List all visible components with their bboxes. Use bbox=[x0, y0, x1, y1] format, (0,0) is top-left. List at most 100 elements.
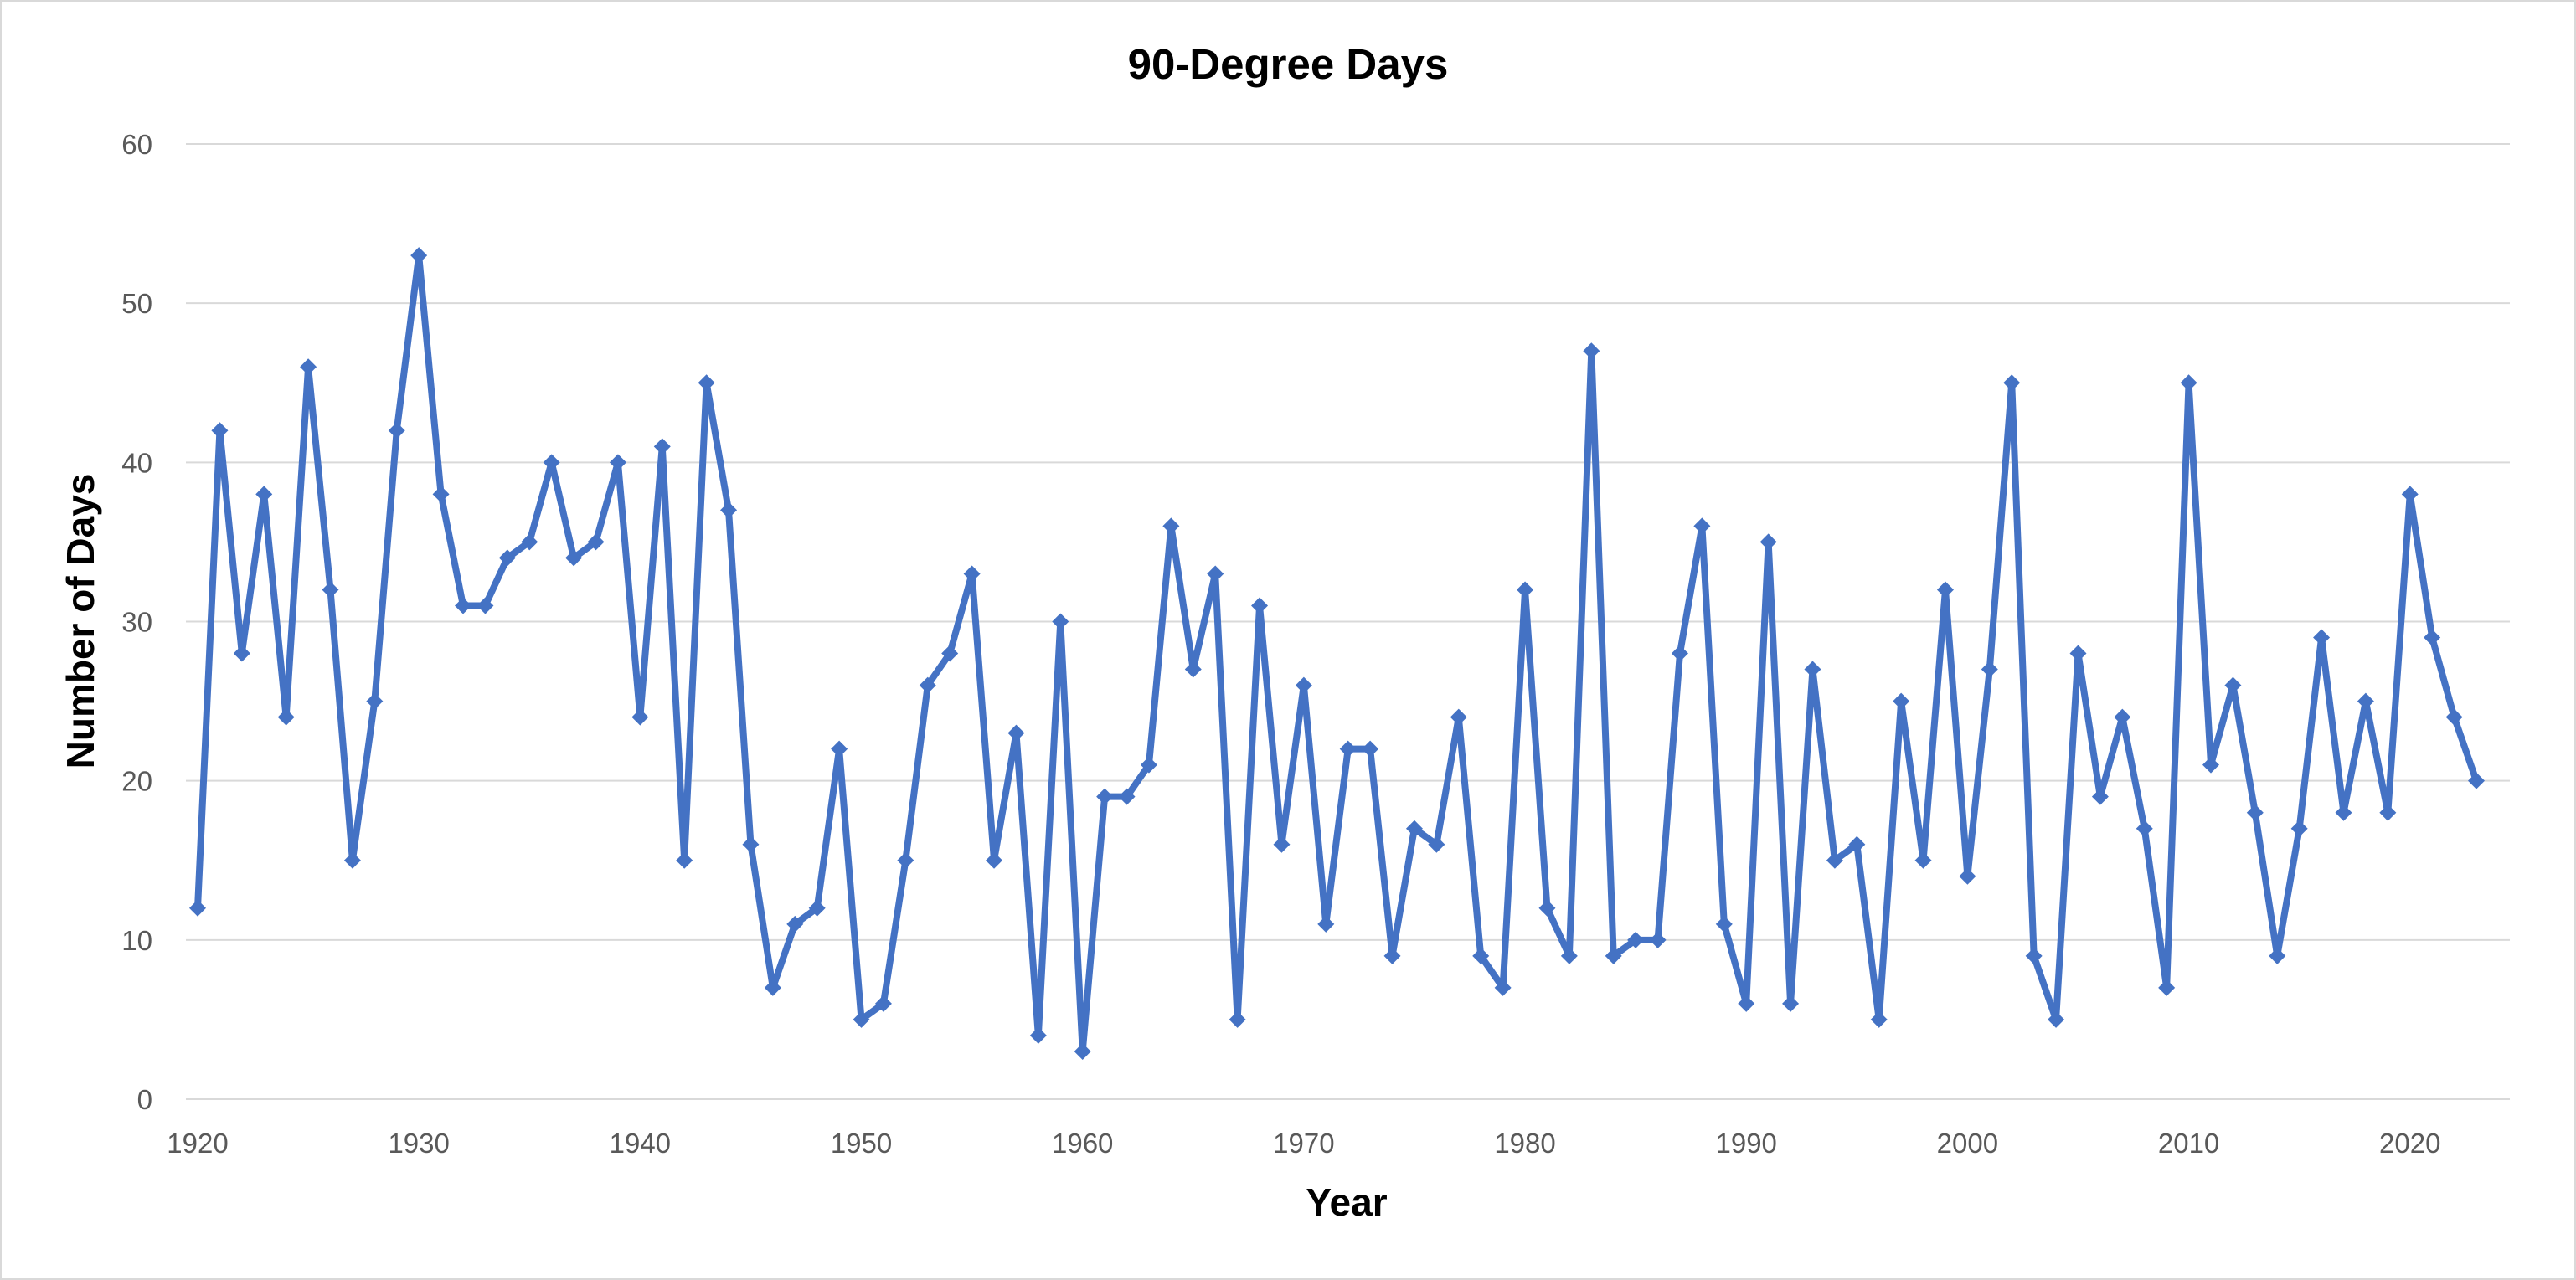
data-point-1966 bbox=[1207, 565, 1224, 583]
data-point-1986 bbox=[1649, 931, 1667, 948]
data-point-1940 bbox=[631, 708, 649, 726]
data-point-1974 bbox=[1383, 947, 1401, 964]
y-tick-label: 10 bbox=[121, 925, 152, 956]
data-point-1934 bbox=[498, 549, 516, 567]
data-point-1946 bbox=[764, 979, 781, 996]
data-point-2010 bbox=[2180, 374, 2197, 392]
data-point-1928 bbox=[366, 692, 384, 710]
y-tick-label: 50 bbox=[121, 288, 152, 319]
data-point-2016 bbox=[2313, 629, 2331, 646]
data-point-1922 bbox=[233, 645, 250, 662]
data-point-1995 bbox=[1848, 835, 1866, 853]
y-tick-label: 60 bbox=[121, 129, 152, 160]
x-tick-label: 1920 bbox=[167, 1128, 228, 1159]
data-point-2002 bbox=[2003, 374, 2021, 392]
data-point-2023 bbox=[2468, 772, 2485, 789]
data-point-1980 bbox=[1517, 581, 1534, 599]
data-point-1977 bbox=[1450, 708, 1467, 726]
data-point-1954 bbox=[941, 645, 959, 662]
data-point-1951 bbox=[874, 995, 892, 1012]
data-point-1937 bbox=[565, 549, 583, 567]
data-point-1981 bbox=[1538, 899, 1556, 917]
data-point-1930 bbox=[410, 247, 428, 265]
data-point-2020 bbox=[2401, 486, 2419, 503]
data-point-1961 bbox=[1096, 788, 1114, 805]
data-point-2005 bbox=[2069, 645, 2087, 662]
data-point-1949 bbox=[831, 740, 848, 758]
data-point-2022 bbox=[2445, 708, 2463, 726]
data-point-1971 bbox=[1317, 915, 1335, 933]
data-point-2015 bbox=[2290, 820, 2308, 837]
data-point-1935 bbox=[521, 533, 538, 551]
x-tick-label: 1940 bbox=[610, 1128, 671, 1159]
data-point-1932 bbox=[455, 597, 472, 614]
data-point-2006 bbox=[2091, 788, 2109, 805]
data-point-1921 bbox=[211, 422, 229, 440]
data-point-1991 bbox=[1759, 533, 1777, 551]
data-point-2008 bbox=[2136, 820, 2153, 837]
data-point-2014 bbox=[2269, 947, 2286, 964]
data-point-1970 bbox=[1295, 676, 1312, 694]
x-tick-label: 2000 bbox=[1937, 1128, 1998, 1159]
data-point-1955 bbox=[963, 565, 981, 583]
y-axis-title: Number of Days bbox=[59, 474, 102, 769]
data-point-2000 bbox=[1959, 867, 1976, 885]
data-point-2013 bbox=[2246, 804, 2264, 821]
data-point-1925 bbox=[300, 358, 317, 376]
data-point-1985 bbox=[1627, 931, 1645, 948]
data-point-1996 bbox=[1870, 1010, 1888, 1028]
x-axis-title: Year bbox=[1306, 1180, 1387, 1224]
data-point-2007 bbox=[2114, 708, 2131, 726]
chart-title: 90-Degree Days bbox=[1128, 40, 1449, 88]
data-point-1988 bbox=[1693, 517, 1711, 535]
data-point-1957 bbox=[1007, 724, 1025, 742]
data-point-1920 bbox=[189, 899, 206, 917]
data-point-1943 bbox=[698, 374, 715, 392]
data-point-1941 bbox=[653, 438, 671, 455]
x-axis-tick-labels: 1920 1930 1940 1950 1960 1970 1980 1990 2000 2010… bbox=[167, 1128, 2440, 1159]
data-point-1975 bbox=[1405, 820, 1423, 837]
data-point-1948 bbox=[808, 899, 826, 917]
data-point-2019 bbox=[2379, 804, 2397, 821]
data-point-1944 bbox=[720, 501, 738, 519]
data-point-1945 bbox=[742, 835, 760, 853]
data-point-1973 bbox=[1362, 740, 1379, 758]
data-point-1950 bbox=[853, 1010, 870, 1028]
data-point-1978 bbox=[1472, 947, 1490, 964]
data-point-1947 bbox=[786, 915, 804, 933]
data-point-1993 bbox=[1804, 661, 1821, 678]
data-point-1964 bbox=[1162, 517, 1180, 535]
x-tick-label: 1980 bbox=[1494, 1128, 1555, 1159]
series-90-degree-days bbox=[189, 247, 2485, 1060]
data-point-1956 bbox=[986, 851, 1003, 869]
data-point-1989 bbox=[1715, 915, 1733, 933]
data-point-1924 bbox=[277, 708, 295, 726]
data-point-1931 bbox=[432, 486, 450, 503]
data-point-2018 bbox=[2357, 692, 2374, 710]
data-point-1933 bbox=[477, 597, 494, 614]
data-point-1938 bbox=[587, 533, 605, 551]
data-point-1927 bbox=[343, 851, 361, 869]
data-point-2021 bbox=[2424, 629, 2441, 646]
series-line bbox=[194, 252, 2480, 1055]
data-point-1953 bbox=[919, 676, 936, 694]
data-point-1959 bbox=[1052, 613, 1069, 630]
data-point-1962 bbox=[1118, 788, 1136, 805]
data-point-1963 bbox=[1140, 756, 1157, 774]
gridlines bbox=[186, 143, 2510, 1100]
data-point-1999 bbox=[1936, 581, 1954, 599]
x-tick-label: 1990 bbox=[1716, 1128, 1777, 1159]
data-point-1976 bbox=[1428, 835, 1445, 853]
y-axis-tick-labels: 0 10 20 30 40 50 60 bbox=[121, 129, 152, 1115]
data-point-1997 bbox=[1893, 692, 1910, 710]
data-point-1965 bbox=[1184, 661, 1202, 678]
data-point-2004 bbox=[2048, 1010, 2065, 1028]
data-point-1960 bbox=[1074, 1042, 1091, 1060]
data-point-1929 bbox=[388, 422, 405, 440]
data-point-2012 bbox=[2224, 676, 2242, 694]
data-point-1979 bbox=[1494, 979, 1512, 996]
data-point-1923 bbox=[255, 486, 273, 503]
data-point-1936 bbox=[543, 454, 560, 471]
